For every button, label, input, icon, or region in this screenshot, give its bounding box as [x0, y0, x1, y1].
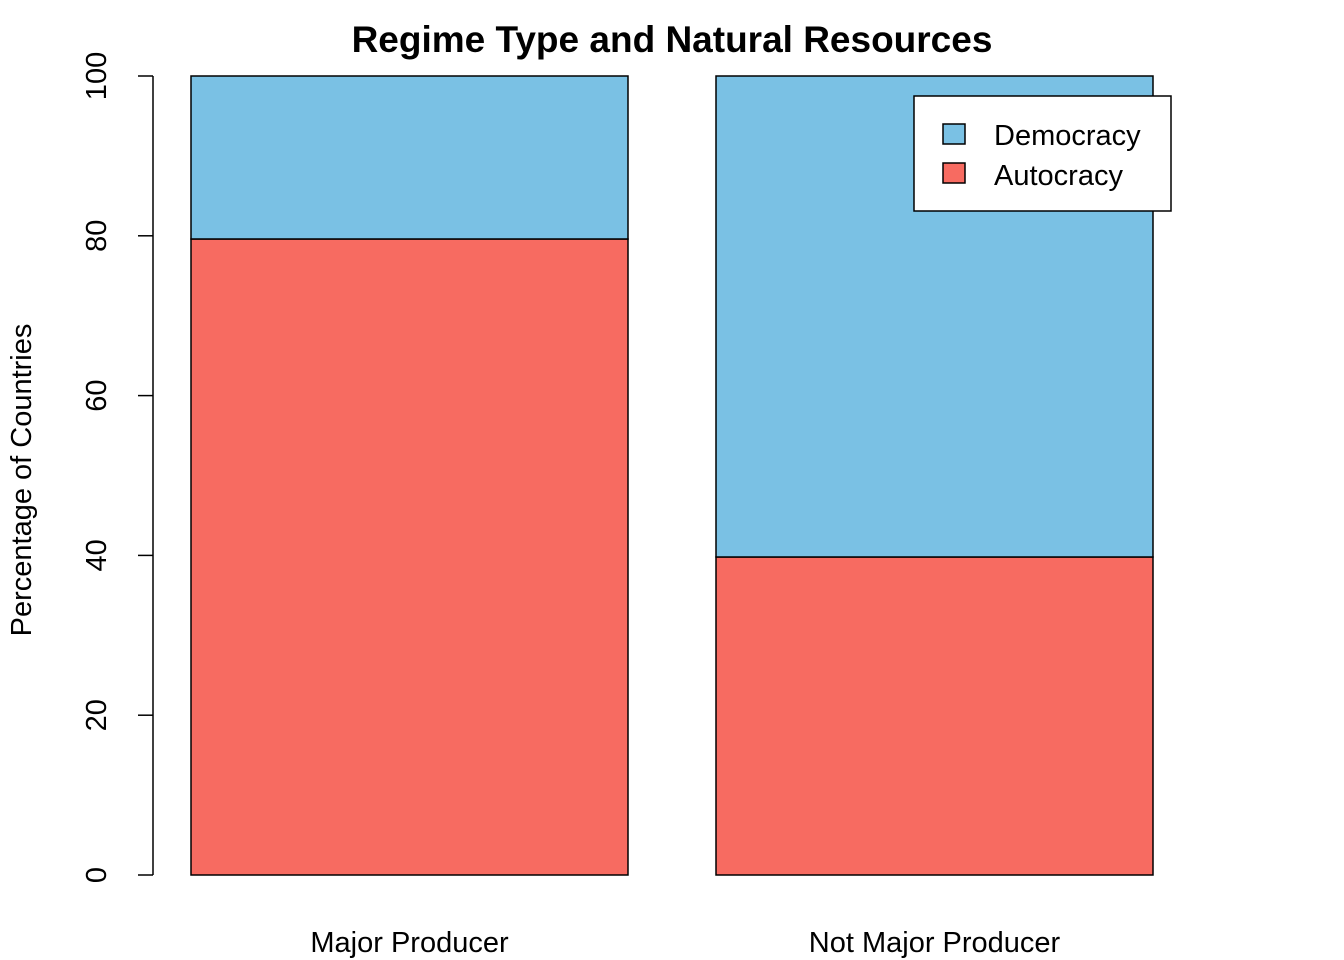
- chart-title: Regime Type and Natural Resources: [352, 19, 993, 60]
- x-axis-labels: Major Producer Not Major Producer: [310, 927, 1060, 959]
- y-axis-label: Percentage of Countries: [6, 324, 38, 637]
- y-tick-label: 80: [81, 220, 113, 252]
- legend-label-democracy: Democracy: [994, 120, 1141, 152]
- x-tick-label: Not Major Producer: [809, 927, 1061, 959]
- bars: [190, 75, 1154, 876]
- legend: Democracy Autocracy: [913, 95, 1172, 212]
- y-tick-label: 0: [81, 867, 113, 883]
- bar-democracy-1: [190, 75, 629, 240]
- legend-label-autocracy: Autocracy: [994, 160, 1123, 192]
- legend-swatch-autocracy: [942, 162, 966, 184]
- bar-autocracy-2: [715, 556, 1154, 876]
- y-tick-label: 20: [81, 699, 113, 731]
- bar-autocracy-1: [190, 238, 629, 876]
- y-tick-label: 100: [81, 52, 113, 100]
- y-axis: 0 20 40 60 80 100: [81, 52, 154, 883]
- legend-swatch-democracy: [942, 123, 966, 145]
- y-tick-label: 60: [81, 379, 113, 411]
- y-tick-label: 40: [81, 539, 113, 571]
- x-tick-label: Major Producer: [310, 927, 509, 959]
- legend-box: [913, 95, 1172, 212]
